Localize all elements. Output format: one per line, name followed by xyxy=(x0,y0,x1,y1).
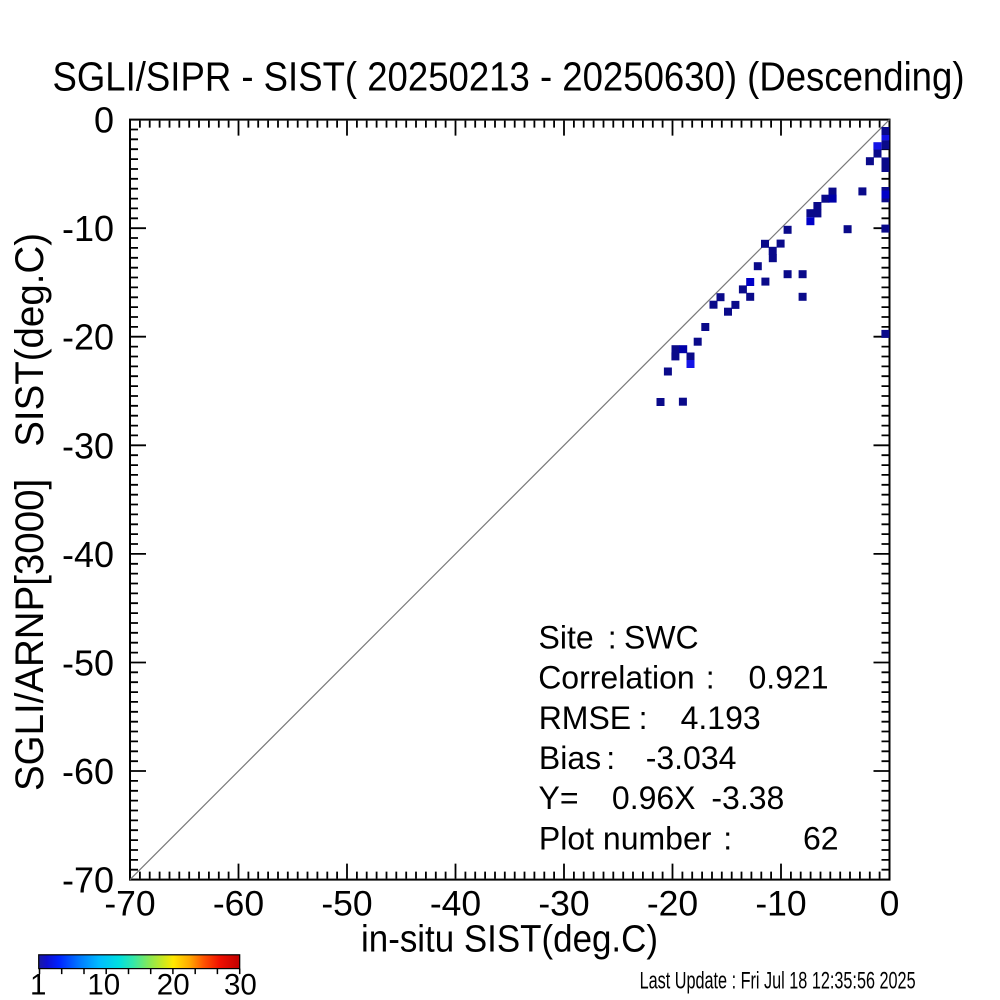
svg-text::: : xyxy=(723,820,732,856)
svg-text:-10: -10 xyxy=(62,208,114,249)
svg-text:Correlation: Correlation xyxy=(538,660,695,696)
svg-text:SGLI/SIPR - SIST( 20250213 - 2: SGLI/SIPR - SIST( 20250213 - 20250630) (… xyxy=(53,53,965,99)
svg-text:20: 20 xyxy=(157,968,190,1000)
svg-text:Y=: Y= xyxy=(539,780,579,816)
svg-text::: : xyxy=(706,660,715,696)
svg-text:-60: -60 xyxy=(62,751,114,792)
svg-text::: : xyxy=(606,740,615,776)
svg-text:0.96X: 0.96X xyxy=(612,780,696,816)
svg-text:Site: Site xyxy=(539,619,594,655)
svg-text:-20: -20 xyxy=(647,884,698,924)
svg-text:SWC: SWC xyxy=(624,619,699,655)
svg-text:Plot number: Plot number xyxy=(539,820,712,856)
svg-text:Last Update : Fri Jul 18 12:35: Last Update : Fri Jul 18 12:35:56 2025 xyxy=(640,967,916,994)
svg-text::: : xyxy=(608,619,617,655)
svg-text:-40: -40 xyxy=(62,534,114,575)
svg-text:0: 0 xyxy=(94,100,114,141)
svg-text:4.193: 4.193 xyxy=(681,700,761,736)
svg-text:Bias: Bias xyxy=(539,740,601,776)
svg-text:0: 0 xyxy=(880,884,900,924)
svg-text:RMSE: RMSE xyxy=(539,700,631,736)
svg-text:10: 10 xyxy=(87,968,120,1000)
svg-text:1: 1 xyxy=(30,968,46,1000)
svg-text:-10: -10 xyxy=(755,884,806,924)
svg-text:-30: -30 xyxy=(538,884,589,924)
svg-text:30: 30 xyxy=(224,968,257,1000)
svg-text:-3.034: -3.034 xyxy=(646,740,737,776)
svg-text:-50: -50 xyxy=(321,884,372,924)
svg-text:-50: -50 xyxy=(62,643,114,684)
svg-text:SGLI/ARNP[3000] SIST(deg.C): SGLI/ARNP[3000] SIST(deg.C) xyxy=(8,233,52,791)
svg-text:-60: -60 xyxy=(213,884,264,924)
svg-text:-70: -70 xyxy=(62,860,114,901)
svg-text:-20: -20 xyxy=(62,317,114,358)
svg-text:in-situ SIST(deg.C): in-situ SIST(deg.C) xyxy=(361,919,658,961)
svg-text:-3.38: -3.38 xyxy=(711,780,784,816)
svg-text:-30: -30 xyxy=(62,425,114,466)
svg-text:-40: -40 xyxy=(430,884,481,924)
svg-text:0.921: 0.921 xyxy=(749,660,829,696)
svg-text:-70: -70 xyxy=(104,884,155,924)
svg-text:62: 62 xyxy=(803,820,839,856)
svg-text::: : xyxy=(639,700,648,736)
